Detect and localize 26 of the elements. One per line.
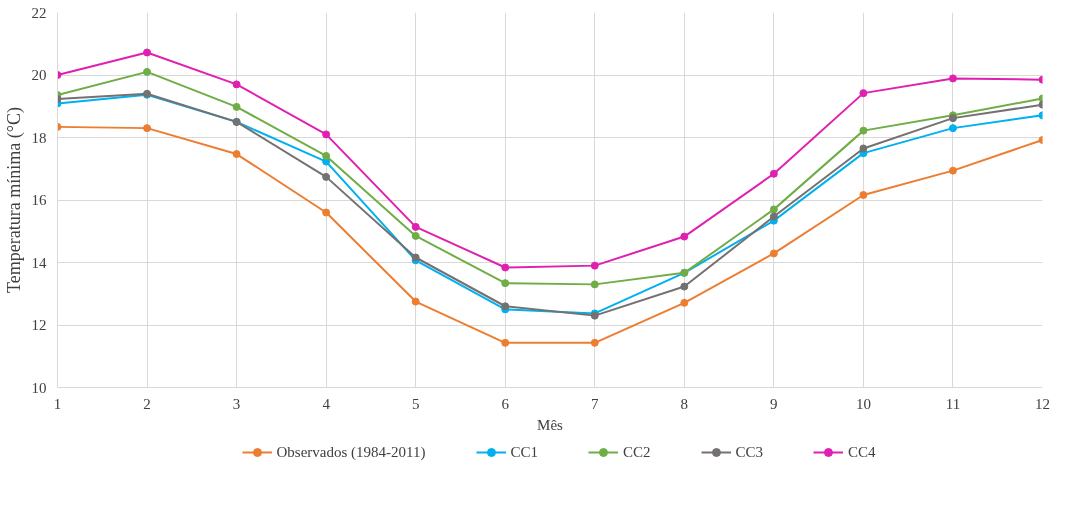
x-tick-label: 12 — [1035, 395, 1050, 412]
legend-label: CC1 — [510, 443, 538, 461]
legend-label: CC3 — [735, 443, 764, 461]
y-axis-title: Temperatura mínima (°C) — [3, 107, 25, 293]
x-tick-label: 10 — [855, 395, 871, 412]
y-tick-label: 16 — [31, 192, 47, 208]
x-tick-label: 3 — [232, 395, 241, 412]
legend-label: CC4 — [848, 443, 876, 461]
y-tick-label: 14 — [31, 254, 47, 271]
x-tick-label: 11 — [945, 395, 961, 412]
y-tick-label: 10 — [31, 379, 47, 396]
x-tick-label: 1 — [53, 395, 62, 412]
x-tick-label: 8 — [680, 395, 689, 412]
y-tick-label: 22 — [31, 4, 47, 21]
x-tick-label: 6 — [501, 395, 510, 412]
x-tick-label: 5 — [411, 395, 420, 412]
legend-label: CC2 — [622, 443, 651, 461]
legend-label: Observados (1984-2011) — [276, 443, 426, 461]
x-tick-label: 9 — [770, 395, 778, 412]
x-tick-label: 4 — [322, 395, 331, 412]
y-tick-label: 12 — [31, 317, 47, 333]
y-tick-label: 20 — [31, 67, 47, 83]
x-tick-label: 7 — [591, 395, 600, 412]
x-tick-label: 2 — [143, 395, 151, 412]
y-tick-label: 18 — [31, 129, 47, 146]
x-axis-title: Mês — [537, 416, 564, 433]
